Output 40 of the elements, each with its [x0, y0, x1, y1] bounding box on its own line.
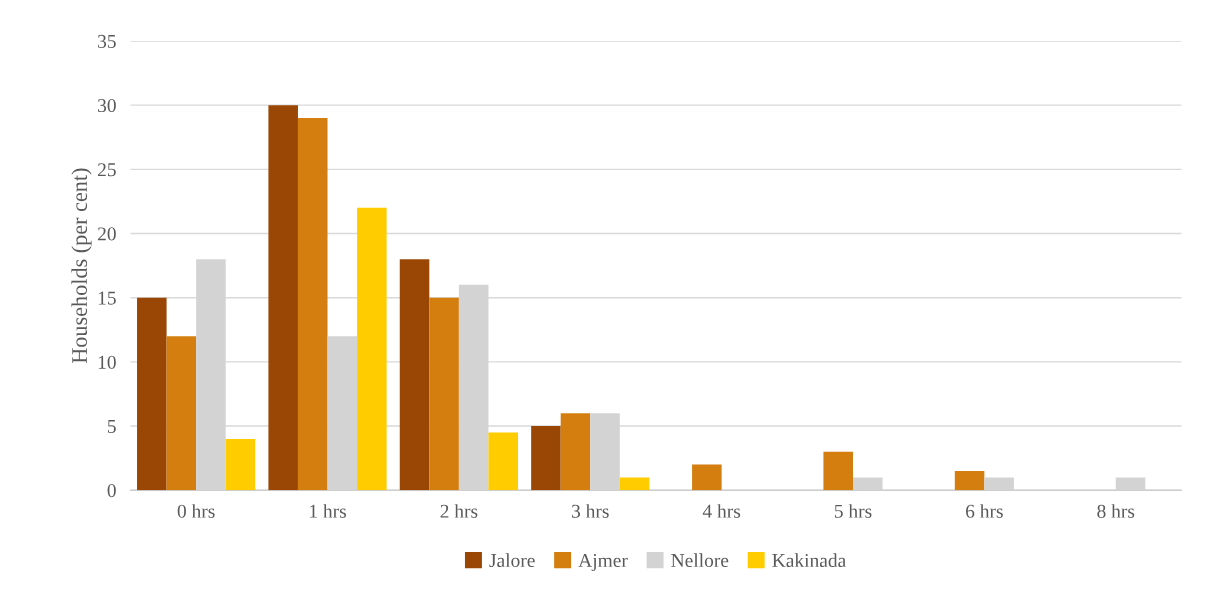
bar — [984, 477, 1014, 491]
y-tick-label: 25 — [97, 163, 116, 177]
bar — [954, 470, 985, 491]
y-tick-label: 10 — [98, 355, 116, 369]
bar — [823, 451, 853, 491]
x-tick-label: 5 hrs — [834, 504, 872, 518]
bar — [1115, 477, 1146, 491]
y-tick-label: 30 — [98, 99, 116, 113]
bar — [429, 297, 459, 491]
y-tick-label: 35 — [98, 34, 116, 48]
bar — [327, 336, 358, 491]
bar — [531, 426, 561, 491]
x-tick-label: 6 hrs — [966, 504, 1003, 518]
bar — [268, 105, 298, 491]
x-tick-label: 2 hrs — [440, 504, 478, 518]
bar — [853, 477, 883, 491]
bar — [399, 259, 430, 491]
bar — [619, 477, 650, 491]
x-tick-label: 0 hrs — [177, 504, 215, 518]
y-tick-label: 15 — [98, 291, 116, 305]
y-tick-label: 20 — [97, 227, 116, 241]
bar — [488, 432, 519, 491]
y-tick-label: 5 — [107, 420, 116, 433]
x-tick-label: 8 hrs — [1097, 504, 1135, 518]
legend-label: Kakinada — [772, 553, 846, 568]
legend-label: Ajmer — [578, 553, 628, 571]
x-tick-label: 4 hrs — [702, 504, 741, 518]
y-axis-title: Households (per cent) — [71, 168, 92, 364]
bar — [560, 413, 591, 491]
bar — [297, 118, 328, 491]
bar — [225, 438, 256, 491]
legend-label: Nellore — [671, 553, 729, 568]
y-tick-label: 0 — [107, 484, 116, 498]
legend-label: Jalore — [489, 553, 535, 568]
x-tick-label: 3 hrs — [572, 504, 609, 518]
bar — [357, 207, 387, 491]
x-tick-label: 1 hrs — [310, 504, 346, 518]
bar — [692, 464, 722, 491]
bar — [166, 336, 197, 491]
bar — [137, 297, 167, 491]
